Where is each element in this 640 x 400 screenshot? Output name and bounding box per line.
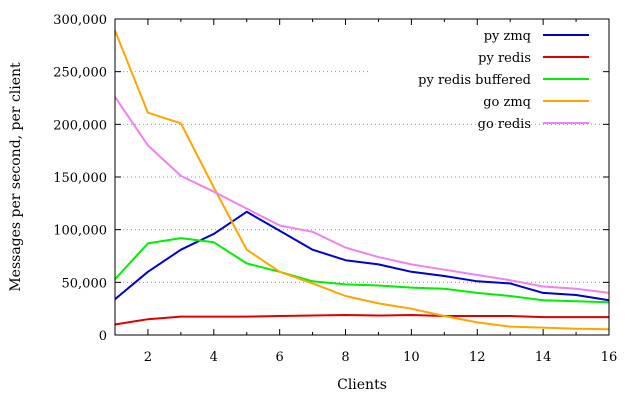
series-line-go-zmq <box>114 30 610 331</box>
y-axis-label: Messages per second, per client <box>8 62 24 292</box>
x-tick-label: 16 <box>601 350 618 365</box>
legend: py zmq py redis py redis buffered go zmq go … <box>418 29 589 132</box>
y-tick-label: 300,000 <box>53 13 107 28</box>
series-lines <box>114 30 610 331</box>
y-tick-label: 250,000 <box>53 66 107 81</box>
x-tick-label: 2 <box>144 350 152 365</box>
x-tick-label: 10 <box>403 350 420 365</box>
series-line-py-redis <box>114 314 609 326</box>
x-tick-label: 4 <box>210 350 218 365</box>
x-tick-label: 14 <box>535 350 552 365</box>
legend-label: py redis <box>478 51 531 66</box>
series-line-py-zmq <box>114 210 610 302</box>
grid-lines <box>115 71 609 283</box>
plot-frame <box>114 18 610 336</box>
x-tick-label: 8 <box>341 350 349 365</box>
x-tick-label: 12 <box>469 350 486 365</box>
y-tick-label: 150,000 <box>53 171 107 186</box>
legend-label: py redis buffered <box>418 73 531 88</box>
y-tick-label: 0 <box>99 329 107 344</box>
x-tick-label: 6 <box>276 350 284 365</box>
x-axis-label: Clients <box>337 377 387 393</box>
y-tick-label: 100,000 <box>53 224 107 239</box>
legend-label: go zmq <box>483 95 531 110</box>
y-tick-label: 200,000 <box>53 118 107 133</box>
y-tick-label: 50,000 <box>62 276 108 291</box>
legend-label: go redis <box>478 117 531 132</box>
series-line-py-redis-buffered <box>114 237 610 304</box>
axis-ticks: 0 50,000 100,000 150,000 200,000 250,000 300,0… <box>53 13 617 365</box>
legend-label: py zmq <box>484 29 531 44</box>
series-line-go-redis <box>114 96 610 294</box>
